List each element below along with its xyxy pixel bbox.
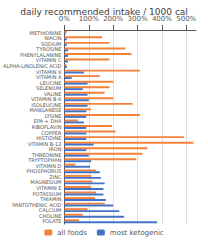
svg-text:all foods: all foods [57, 229, 87, 237]
svg-text:most ketogenic: most ketogenic [110, 229, 164, 237]
svg-text:FOLATE: FOLATE [42, 218, 61, 224]
svg-text:daily recommended intake / 100: daily recommended intake / 1000 cal [20, 7, 188, 17]
